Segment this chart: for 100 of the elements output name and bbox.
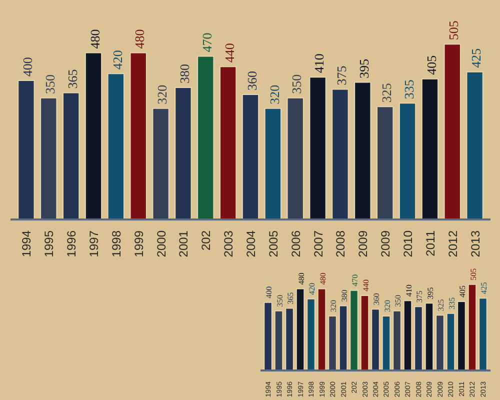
data-label: 420 <box>110 50 125 70</box>
data-label: 395 <box>426 287 435 300</box>
bar <box>403 300 412 370</box>
x-tick-label: 2001 <box>176 230 191 258</box>
bar <box>40 97 58 220</box>
bar <box>478 298 488 370</box>
data-label: 335 <box>401 80 416 100</box>
bar <box>62 92 80 220</box>
bar <box>414 306 423 370</box>
x-tick-label: 2010 <box>401 230 416 258</box>
bar <box>398 102 416 220</box>
x-tick-label: 2009 <box>378 230 393 258</box>
bar <box>446 312 456 370</box>
bar <box>371 308 380 370</box>
data-label: 380 <box>340 290 349 302</box>
bar <box>296 288 305 370</box>
data-label: 440 <box>361 280 370 292</box>
data-label: 325 <box>436 299 446 312</box>
bar <box>424 302 434 370</box>
data-label: 395 <box>356 58 372 78</box>
data-label: 480 <box>132 29 148 49</box>
bar <box>197 56 214 220</box>
data-label: 350 <box>42 74 58 94</box>
data-label: 350 <box>289 74 304 94</box>
data-label: 470 <box>199 32 214 52</box>
x-tick-label: 2006 <box>288 230 303 258</box>
bar <box>274 310 284 370</box>
bar <box>264 302 272 370</box>
data-label: 505 <box>446 20 462 40</box>
data-label: 380 <box>177 64 192 84</box>
bar <box>360 295 370 370</box>
data-label: 405 <box>424 55 439 75</box>
x-tick-label: 2003 <box>222 230 236 258</box>
data-label: 480 <box>318 272 328 285</box>
bar <box>338 305 348 370</box>
data-label: 375 <box>334 66 350 86</box>
data-label: 480 <box>296 272 306 285</box>
bar <box>18 80 35 220</box>
x-tick-label: 2005 <box>266 230 280 258</box>
x-tick-label: 2000 <box>154 230 168 258</box>
data-label: 410 <box>312 54 327 74</box>
data-label: 365 <box>64 69 80 89</box>
data-label: 405 <box>458 285 468 298</box>
bar <box>285 308 294 370</box>
bar <box>421 78 439 220</box>
bar <box>130 52 147 220</box>
x-tick-label: 1999 <box>132 230 146 258</box>
data-label: 420 <box>308 282 317 295</box>
data-label: 320 <box>154 84 170 104</box>
x-tick-label: 2009 <box>356 230 370 258</box>
data-label: 320 <box>266 84 282 104</box>
x-tick-label: 2004 <box>244 230 258 258</box>
data-label: 335 <box>447 297 456 310</box>
x-tick-label: 2008 <box>334 230 348 258</box>
data-label: 470 <box>350 274 360 286</box>
data-label: 410 <box>404 284 414 297</box>
bar <box>306 298 316 370</box>
data-label: 480 <box>87 29 102 49</box>
bar <box>436 314 444 370</box>
bar <box>309 76 326 220</box>
bar <box>152 108 170 220</box>
data-label: 325 <box>378 83 394 103</box>
bar <box>286 97 304 220</box>
x-tick-label: 1995 <box>42 230 56 258</box>
data-label: 400 <box>20 57 36 77</box>
data-label: 375 <box>415 290 424 303</box>
bar <box>382 315 391 370</box>
data-label: 320 <box>382 300 392 312</box>
x-tick-label: 2011 <box>423 230 438 256</box>
data-label: 350 <box>275 294 284 307</box>
data-label: 440 <box>222 43 237 63</box>
bar <box>466 71 484 220</box>
x-tick-label: 1996 <box>64 230 79 258</box>
bar <box>457 300 466 370</box>
x-tick-label: 1998 <box>109 230 124 258</box>
bar <box>317 288 326 370</box>
bar <box>174 87 192 220</box>
data-label: 360 <box>244 70 260 90</box>
data-label: 400 <box>264 286 274 298</box>
x-tick-label: 2012 <box>446 230 460 258</box>
data-label: 425 <box>480 282 489 294</box>
data-label: 360 <box>372 293 382 306</box>
bar <box>328 315 337 370</box>
data-label: 365 <box>286 292 296 304</box>
bar <box>84 52 102 220</box>
x-tick-label: 2013 <box>468 230 482 258</box>
x-tick-label: 2007 <box>311 230 326 258</box>
data-label: 350 <box>394 294 403 307</box>
bar <box>376 106 394 220</box>
data-label: 320 <box>329 300 338 312</box>
bar <box>242 94 260 220</box>
x-tick-label: 1994 <box>20 230 34 258</box>
bar <box>392 310 402 370</box>
bar <box>332 88 349 220</box>
data-label: 425 <box>468 48 484 68</box>
bar <box>107 73 124 220</box>
bar <box>219 66 237 220</box>
bar <box>444 44 461 220</box>
x-tick-label: 202 <box>199 230 214 251</box>
bar <box>264 108 282 220</box>
